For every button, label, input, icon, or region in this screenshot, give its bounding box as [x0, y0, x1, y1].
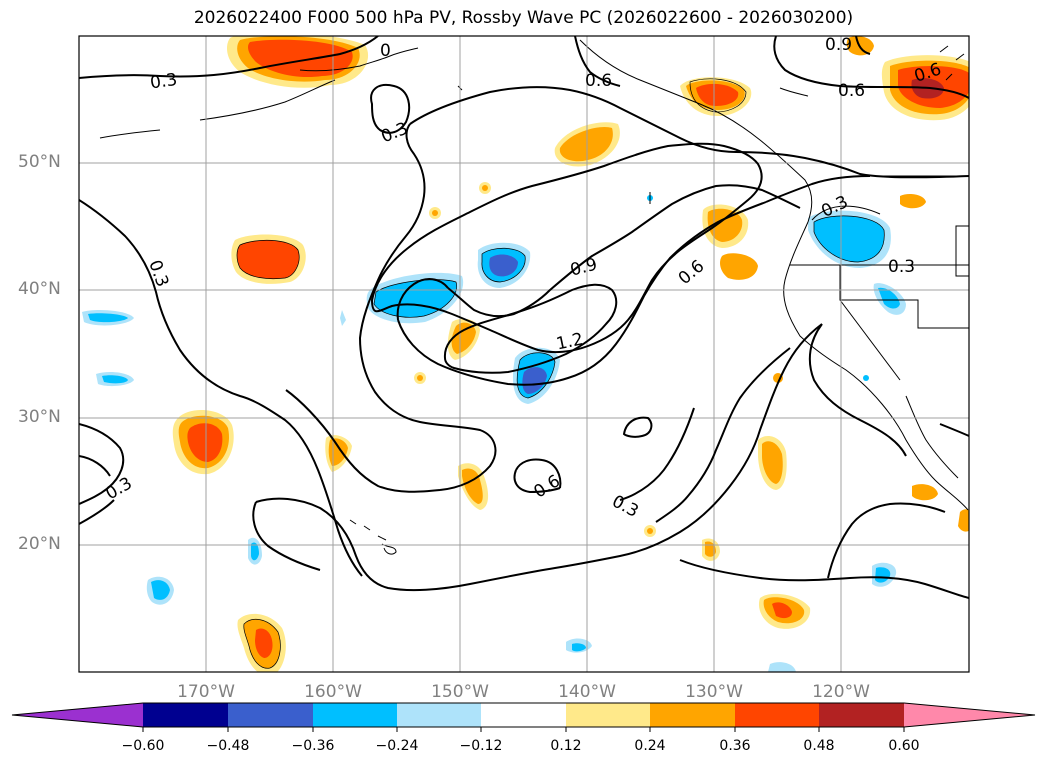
contour-label: 0.3 — [888, 257, 915, 277]
coastlines — [99, 39, 969, 555]
colorbar-bin — [228, 703, 313, 727]
contour-label: 1.2 — [555, 329, 586, 354]
colorbar-tick-label: −0.48 — [206, 738, 250, 754]
colorbar-bin — [819, 703, 904, 727]
colorbar-tick-label: 0.24 — [634, 738, 666, 754]
colorbar-bin — [566, 703, 650, 727]
colorbar-tick-label: −0.24 — [375, 738, 419, 754]
contour-label: 0.9 — [825, 35, 852, 55]
lon-label-170w: 170°W — [177, 682, 235, 702]
lon-label-140w: 140°W — [558, 682, 616, 702]
contour-label: 0.6 — [838, 81, 865, 101]
colorbar-tick-label: −0.12 — [459, 738, 503, 754]
colorbar-bin — [650, 703, 735, 727]
contour-label: 0.3 — [149, 70, 179, 94]
contour-label: 0 — [380, 41, 391, 61]
lat-label-40n: 40°N — [18, 279, 61, 299]
anomaly-outlines — [236, 78, 885, 669]
contour-label: 0.3 — [144, 258, 172, 290]
contour-label: 0.9 — [568, 255, 599, 281]
colorbar-bin — [143, 703, 228, 727]
colorbar-bin — [481, 703, 566, 727]
contour-label: 0.3 — [608, 491, 641, 521]
colorbar-tick-label: −0.60 — [121, 738, 165, 754]
colorbar-tick-label: 0.60 — [888, 738, 920, 754]
colorbar-bin — [313, 703, 397, 727]
map-plot-area: 0.3 0.3 0.3 0.3 0.3 0.3 0.3 0.6 0.6 0.6 … — [79, 35, 969, 672]
colorbar-extend-low — [12, 703, 143, 727]
colorbar-bin — [735, 703, 819, 727]
contour-label: 0.6 — [585, 71, 612, 91]
negative-anomaly-fills — [82, 195, 906, 672]
colorbar — [11, 702, 1036, 732]
lon-label-130w: 130°W — [685, 682, 743, 702]
lon-label-120w: 120°W — [812, 682, 870, 702]
colorbar-bin — [397, 703, 481, 727]
colorbar-tick-label: 0.36 — [719, 738, 751, 754]
contour-label: 0.6 — [675, 256, 709, 289]
lon-label-150w: 150°W — [431, 682, 489, 702]
colorbar-tick-label: 0.48 — [803, 738, 835, 754]
positive-anomaly-fills — [172, 36, 969, 672]
map-title: 2026022400 F000 500 hPa PV, Rossby Wave … — [193, 8, 854, 28]
colorbar-tick-label: 0.12 — [550, 738, 582, 754]
map-frame — [78, 35, 970, 673]
lat-label-30n: 30°N — [18, 407, 61, 427]
lon-label-160w: 160°W — [304, 682, 362, 702]
pv-contours — [79, 36, 969, 599]
contour-label: 0.3 — [102, 473, 135, 504]
lat-label-50n: 50°N — [18, 152, 61, 172]
colorbar-extend-high — [904, 703, 1035, 727]
colorbar-tick-label: −0.36 — [291, 738, 335, 754]
lat-label-20n: 20°N — [18, 534, 61, 554]
graticule — [79, 36, 969, 672]
